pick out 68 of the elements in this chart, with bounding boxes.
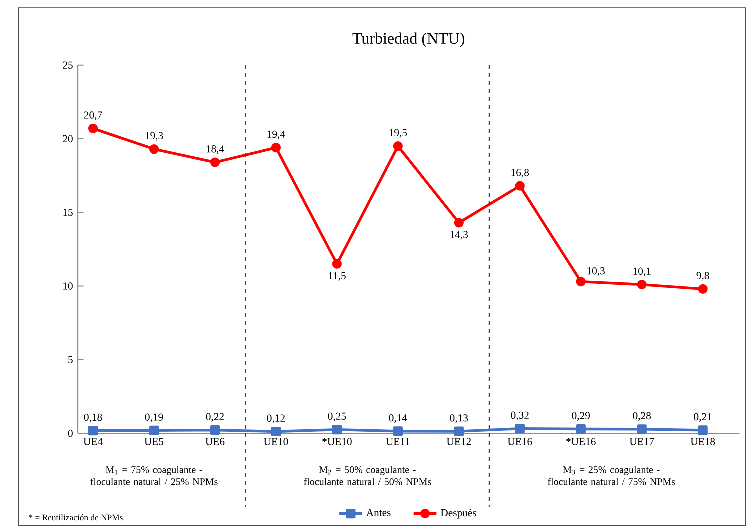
data-label: 0,19 (145, 414, 164, 422)
data-label: 0,14 (389, 414, 408, 424)
y-tick-label: 15 (64, 208, 73, 216)
text: M$_{2}$ = 50% coagulante - floculante natural / 50% NPMs (304, 466, 432, 486)
point (515, 181, 525, 191)
data-label: 11,5 (329, 272, 346, 281)
data-label: 0,22 (206, 413, 224, 422)
data-label: 0,28 (633, 412, 652, 421)
data-label: 0,29 (572, 412, 590, 421)
point (393, 141, 403, 152)
data-label: 19,3 (146, 132, 164, 141)
data-label: 9,8 (696, 272, 710, 281)
data-label: 10,3 (588, 267, 605, 276)
data-label: 0,12 (267, 414, 285, 424)
x-tick-label: UE5 (144, 438, 164, 446)
data-label: 0,32 (511, 412, 529, 420)
point (393, 426, 403, 436)
x-tick-label: UE10 (264, 438, 288, 446)
point (576, 424, 586, 434)
point (271, 142, 282, 153)
point (271, 426, 282, 436)
x-tick-label: UE17 (630, 438, 654, 446)
y-tick-label: 20 (63, 135, 73, 142)
point (88, 426, 98, 436)
x-tick-label: UE11 (386, 438, 410, 446)
point (210, 425, 220, 435)
text: M$_{1}$ = 75% coagulante - floculante natural / 25% NPMs (90, 466, 218, 486)
point (515, 424, 525, 434)
data-label: 14,3 (450, 231, 468, 240)
data-label: 0,21 (694, 413, 712, 422)
text: * = Reutilización de NPMs (29, 514, 123, 520)
x-tick-label: *UE16 (566, 438, 596, 446)
data-label: 0,13 (450, 414, 468, 424)
point (576, 276, 586, 287)
x-tick-label: UE18 (690, 438, 716, 446)
data-label: 10,1 (634, 268, 651, 276)
chart-title: Turbiedad (NTU) (352, 32, 465, 48)
data-label: 19,4 (268, 130, 286, 140)
point (454, 218, 464, 228)
x-tick-label: *UE10 (322, 438, 352, 446)
y-tick-label: 5 (68, 356, 73, 364)
point (332, 424, 342, 435)
data-label: 20,7 (84, 112, 102, 120)
data-label: 18,4 (206, 145, 224, 154)
point (698, 426, 708, 436)
x-tick-label: UE16 (508, 438, 532, 446)
point (637, 280, 647, 290)
y-tick-label: 10 (64, 282, 73, 290)
point (332, 259, 342, 269)
data-label: 0,18 (84, 414, 102, 422)
legend-label: Antes (366, 509, 391, 516)
x-tick-label: UE6 (206, 438, 225, 446)
data-label: 0,25 (328, 412, 346, 422)
x-tick-label: UE4 (84, 438, 103, 446)
point (149, 144, 160, 154)
x-tick-label: UE12 (446, 438, 472, 446)
y-tick-label: 0 (68, 430, 73, 438)
y-tick-label: 25 (63, 62, 73, 69)
point (88, 124, 98, 134)
point (149, 426, 160, 436)
point (698, 284, 708, 294)
point (210, 158, 220, 168)
data-label: 19,5 (390, 129, 408, 138)
text: M$_{3}$ = 25% coagulante - floculante natural / 75% NPMs (548, 466, 676, 486)
legend-label: Después (440, 508, 476, 519)
point (637, 424, 647, 434)
data-label: 16,8 (512, 169, 530, 178)
point (454, 426, 464, 436)
